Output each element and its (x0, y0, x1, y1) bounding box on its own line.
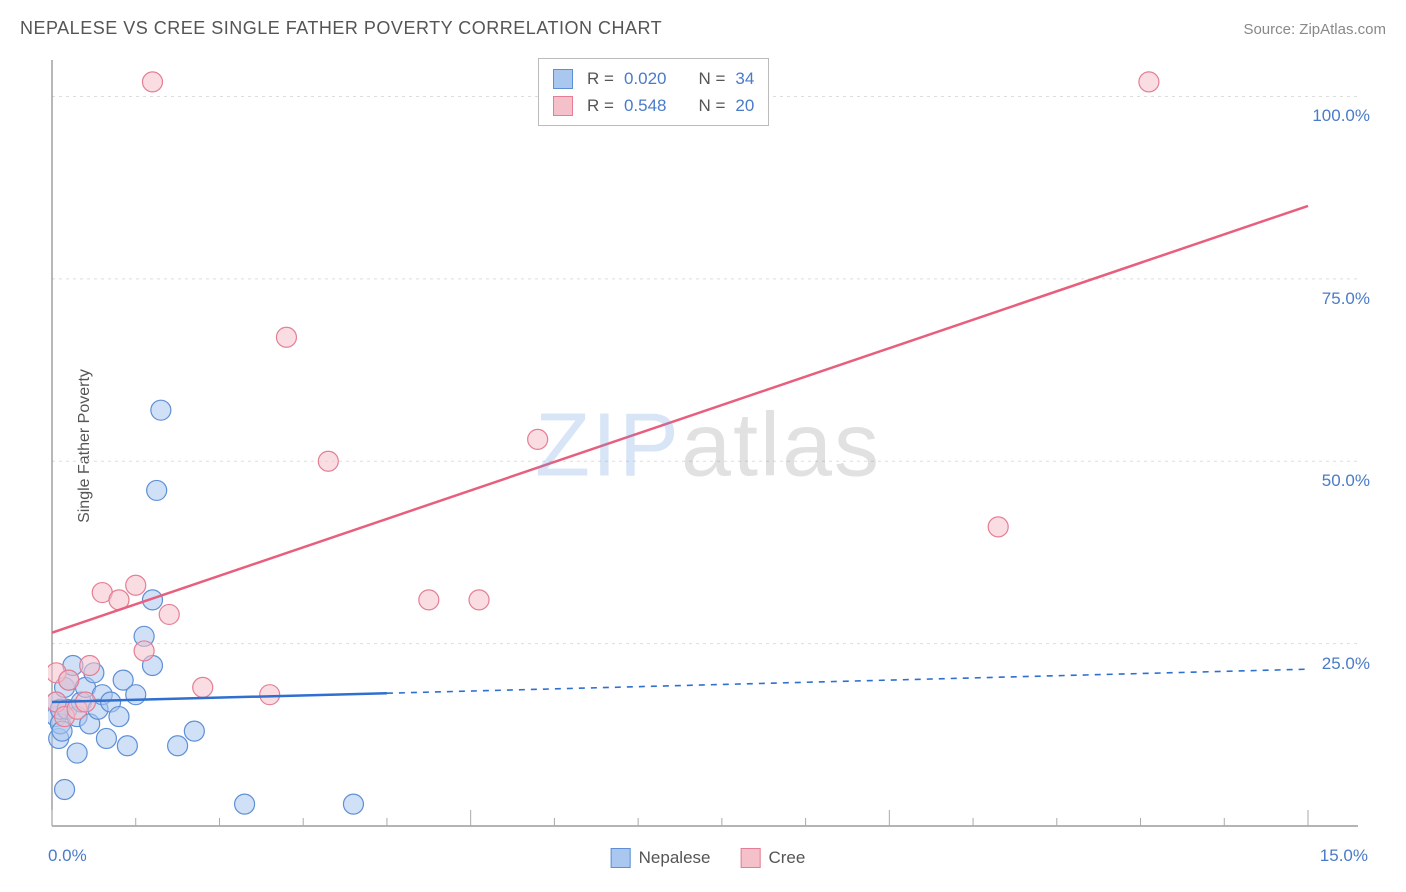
stats-swatch (553, 69, 573, 89)
legend-label: Cree (768, 848, 805, 868)
legend-label: Nepalese (639, 848, 711, 868)
correlation-stats-box: R = 0.020 N = 34 R = 0.548 N = 20 (538, 58, 769, 126)
legend-item: Cree (740, 848, 805, 868)
stat-r-label: R = (587, 65, 614, 92)
series-legend: Nepalese Cree (611, 848, 806, 868)
x-tick-label-min: 0.0% (48, 846, 87, 866)
legend-swatch (740, 848, 760, 868)
chart-header: NEPALESE VS CREE SINGLE FATHER POVERTY C… (20, 18, 1386, 39)
stat-r-value: 0.020 (624, 65, 667, 92)
stat-n-value: 34 (735, 65, 754, 92)
stat-n-label: N = (698, 92, 725, 119)
stat-n-label: N = (698, 65, 725, 92)
y-tick-label: 75.0% (1322, 289, 1370, 309)
stat-r-label: R = (587, 92, 614, 119)
scatter-chart (48, 56, 1368, 836)
legend-item: Nepalese (611, 848, 711, 868)
x-tick-label-max: 15.0% (1320, 846, 1368, 866)
chart-source: Source: ZipAtlas.com (1243, 21, 1386, 38)
y-tick-label: 100.0% (1312, 106, 1370, 126)
legend-swatch (611, 848, 631, 868)
chart-title: NEPALESE VS CREE SINGLE FATHER POVERTY C… (20, 18, 662, 39)
stats-row: R = 0.548 N = 20 (553, 92, 754, 119)
chart-plot-area: ZIPatlas 25.0%50.0%75.0%100.0% 0.0% 15.0… (48, 56, 1368, 836)
stat-r-value: 0.548 (624, 92, 667, 119)
stat-n-value: 20 (735, 92, 754, 119)
stats-row: R = 0.020 N = 34 (553, 65, 754, 92)
stats-swatch (553, 96, 573, 116)
y-tick-label: 25.0% (1322, 654, 1370, 674)
y-tick-label: 50.0% (1322, 471, 1370, 491)
